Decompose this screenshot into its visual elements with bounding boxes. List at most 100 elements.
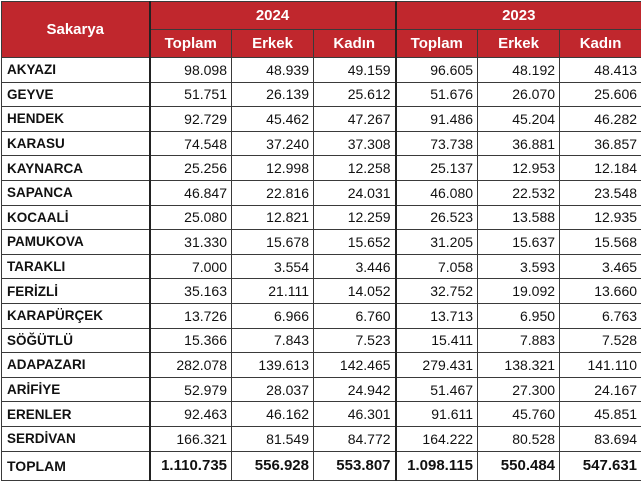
cell-toplam-2024: 98.098 bbox=[150, 58, 232, 83]
cell-toplam-2024: 31.330 bbox=[150, 230, 232, 255]
cell-kadin-2023: 36.857 bbox=[560, 131, 641, 156]
cell-erkek-2023: 15.637 bbox=[478, 230, 560, 255]
cell-toplam-2023: 51.467 bbox=[396, 377, 478, 402]
cell-toplam-2023: 32.752 bbox=[396, 279, 478, 304]
cell-kadin-2024: 15.652 bbox=[314, 230, 396, 255]
table-header: Sakarya 2024 2023 Toplam Erkek Kadın Top… bbox=[2, 2, 641, 58]
cell-toplam-2023: 91.611 bbox=[396, 402, 478, 427]
district-name: ADAPAZARI bbox=[2, 353, 150, 378]
cell-erkek-2024: 48.939 bbox=[232, 58, 314, 83]
cell-kadin-2024: 142.465 bbox=[314, 353, 396, 378]
cell-toplam-2023: 96.605 bbox=[396, 58, 478, 83]
district-name: SERDİVAN bbox=[2, 426, 150, 451]
cell-kadin-2023: 24.167 bbox=[560, 377, 641, 402]
cell-erkek-2024: 15.678 bbox=[232, 230, 314, 255]
district-name: GEYVE bbox=[2, 82, 150, 107]
cell-toplam-2023: 26.523 bbox=[396, 205, 478, 230]
cell-erkek-2024: 12.998 bbox=[232, 156, 314, 181]
cell-erkek-2023: 80.528 bbox=[478, 426, 560, 451]
cell-kadin-2024: 12.258 bbox=[314, 156, 396, 181]
cell-toplam-2024: 166.321 bbox=[150, 426, 232, 451]
cell-erkek-2024: 556.928 bbox=[232, 451, 314, 480]
cell-erkek-2024: 45.462 bbox=[232, 107, 314, 132]
population-table: Sakarya 2024 2023 Toplam Erkek Kadın Top… bbox=[1, 1, 641, 481]
cell-erkek-2023: 22.532 bbox=[478, 180, 560, 205]
cell-kadin-2024: 24.942 bbox=[314, 377, 396, 402]
cell-toplam-2023: 73.738 bbox=[396, 131, 478, 156]
cell-toplam-2024: 15.366 bbox=[150, 328, 232, 353]
cell-toplam-2024: 13.726 bbox=[150, 303, 232, 328]
cell-toplam-2023: 31.205 bbox=[396, 230, 478, 255]
cell-kadin-2023: 12.935 bbox=[560, 205, 641, 230]
district-name: KOCAALİ bbox=[2, 205, 150, 230]
cell-kadin-2024: 46.301 bbox=[314, 402, 396, 427]
cell-erkek-2023: 45.204 bbox=[478, 107, 560, 132]
cell-erkek-2024: 81.549 bbox=[232, 426, 314, 451]
cell-erkek-2024: 139.613 bbox=[232, 353, 314, 378]
cell-kadin-2024: 3.446 bbox=[314, 254, 396, 279]
region-header: Sakarya bbox=[2, 2, 150, 58]
cell-kadin-2024: 6.760 bbox=[314, 303, 396, 328]
cell-kadin-2023: 46.282 bbox=[560, 107, 641, 132]
year-2023-header: 2023 bbox=[396, 2, 641, 30]
cell-erkek-2023: 48.192 bbox=[478, 58, 560, 83]
cell-toplam-2024: 282.078 bbox=[150, 353, 232, 378]
col-header-erkek-2023: Erkek bbox=[478, 30, 560, 58]
col-header-kadin-2023: Kadın bbox=[560, 30, 641, 58]
cell-kadin-2024: 25.612 bbox=[314, 82, 396, 107]
cell-toplam-2024: 25.256 bbox=[150, 156, 232, 181]
district-name: KARASU bbox=[2, 131, 150, 156]
district-name: KARAPÜRÇEK bbox=[2, 303, 150, 328]
total-label: TOPLAM bbox=[2, 451, 150, 480]
cell-erkek-2023: 36.881 bbox=[478, 131, 560, 156]
cell-erkek-2024: 6.966 bbox=[232, 303, 314, 328]
district-name: TARAKLI bbox=[2, 254, 150, 279]
cell-kadin-2024: 84.772 bbox=[314, 426, 396, 451]
cell-erkek-2023: 7.883 bbox=[478, 328, 560, 353]
district-name: ERENLER bbox=[2, 402, 150, 427]
cell-erkek-2024: 46.162 bbox=[232, 402, 314, 427]
cell-erkek-2023: 12.953 bbox=[478, 156, 560, 181]
cell-toplam-2024: 74.548 bbox=[150, 131, 232, 156]
cell-erkek-2023: 138.321 bbox=[478, 353, 560, 378]
cell-kadin-2024: 7.523 bbox=[314, 328, 396, 353]
cell-kadin-2024: 553.807 bbox=[314, 451, 396, 480]
cell-kadin-2023: 547.631 bbox=[560, 451, 641, 480]
cell-erkek-2024: 37.240 bbox=[232, 131, 314, 156]
cell-toplam-2023: 25.137 bbox=[396, 156, 478, 181]
district-name: KAYNARCA bbox=[2, 156, 150, 181]
cell-kadin-2023: 12.184 bbox=[560, 156, 641, 181]
cell-erkek-2023: 13.588 bbox=[478, 205, 560, 230]
district-name: HENDEK bbox=[2, 107, 150, 132]
cell-toplam-2023: 1.098.115 bbox=[396, 451, 478, 480]
cell-erkek-2024: 12.821 bbox=[232, 205, 314, 230]
cell-erkek-2023: 19.092 bbox=[478, 279, 560, 304]
cell-kadin-2023: 25.606 bbox=[560, 82, 641, 107]
district-name: SAPANCA bbox=[2, 180, 150, 205]
col-header-kadin-2024: Kadın bbox=[314, 30, 396, 58]
cell-kadin-2023: 83.694 bbox=[560, 426, 641, 451]
col-header-erkek-2024: Erkek bbox=[232, 30, 314, 58]
cell-kadin-2023: 7.528 bbox=[560, 328, 641, 353]
cell-erkek-2023: 26.070 bbox=[478, 82, 560, 107]
cell-kadin-2024: 37.308 bbox=[314, 131, 396, 156]
district-name: AKYAZI bbox=[2, 58, 150, 83]
cell-toplam-2024: 51.751 bbox=[150, 82, 232, 107]
cell-toplam-2023: 7.058 bbox=[396, 254, 478, 279]
cell-erkek-2023: 27.300 bbox=[478, 377, 560, 402]
cell-toplam-2024: 7.000 bbox=[150, 254, 232, 279]
cell-erkek-2024: 28.037 bbox=[232, 377, 314, 402]
cell-kadin-2023: 141.110 bbox=[560, 353, 641, 378]
cell-erkek-2023: 3.593 bbox=[478, 254, 560, 279]
